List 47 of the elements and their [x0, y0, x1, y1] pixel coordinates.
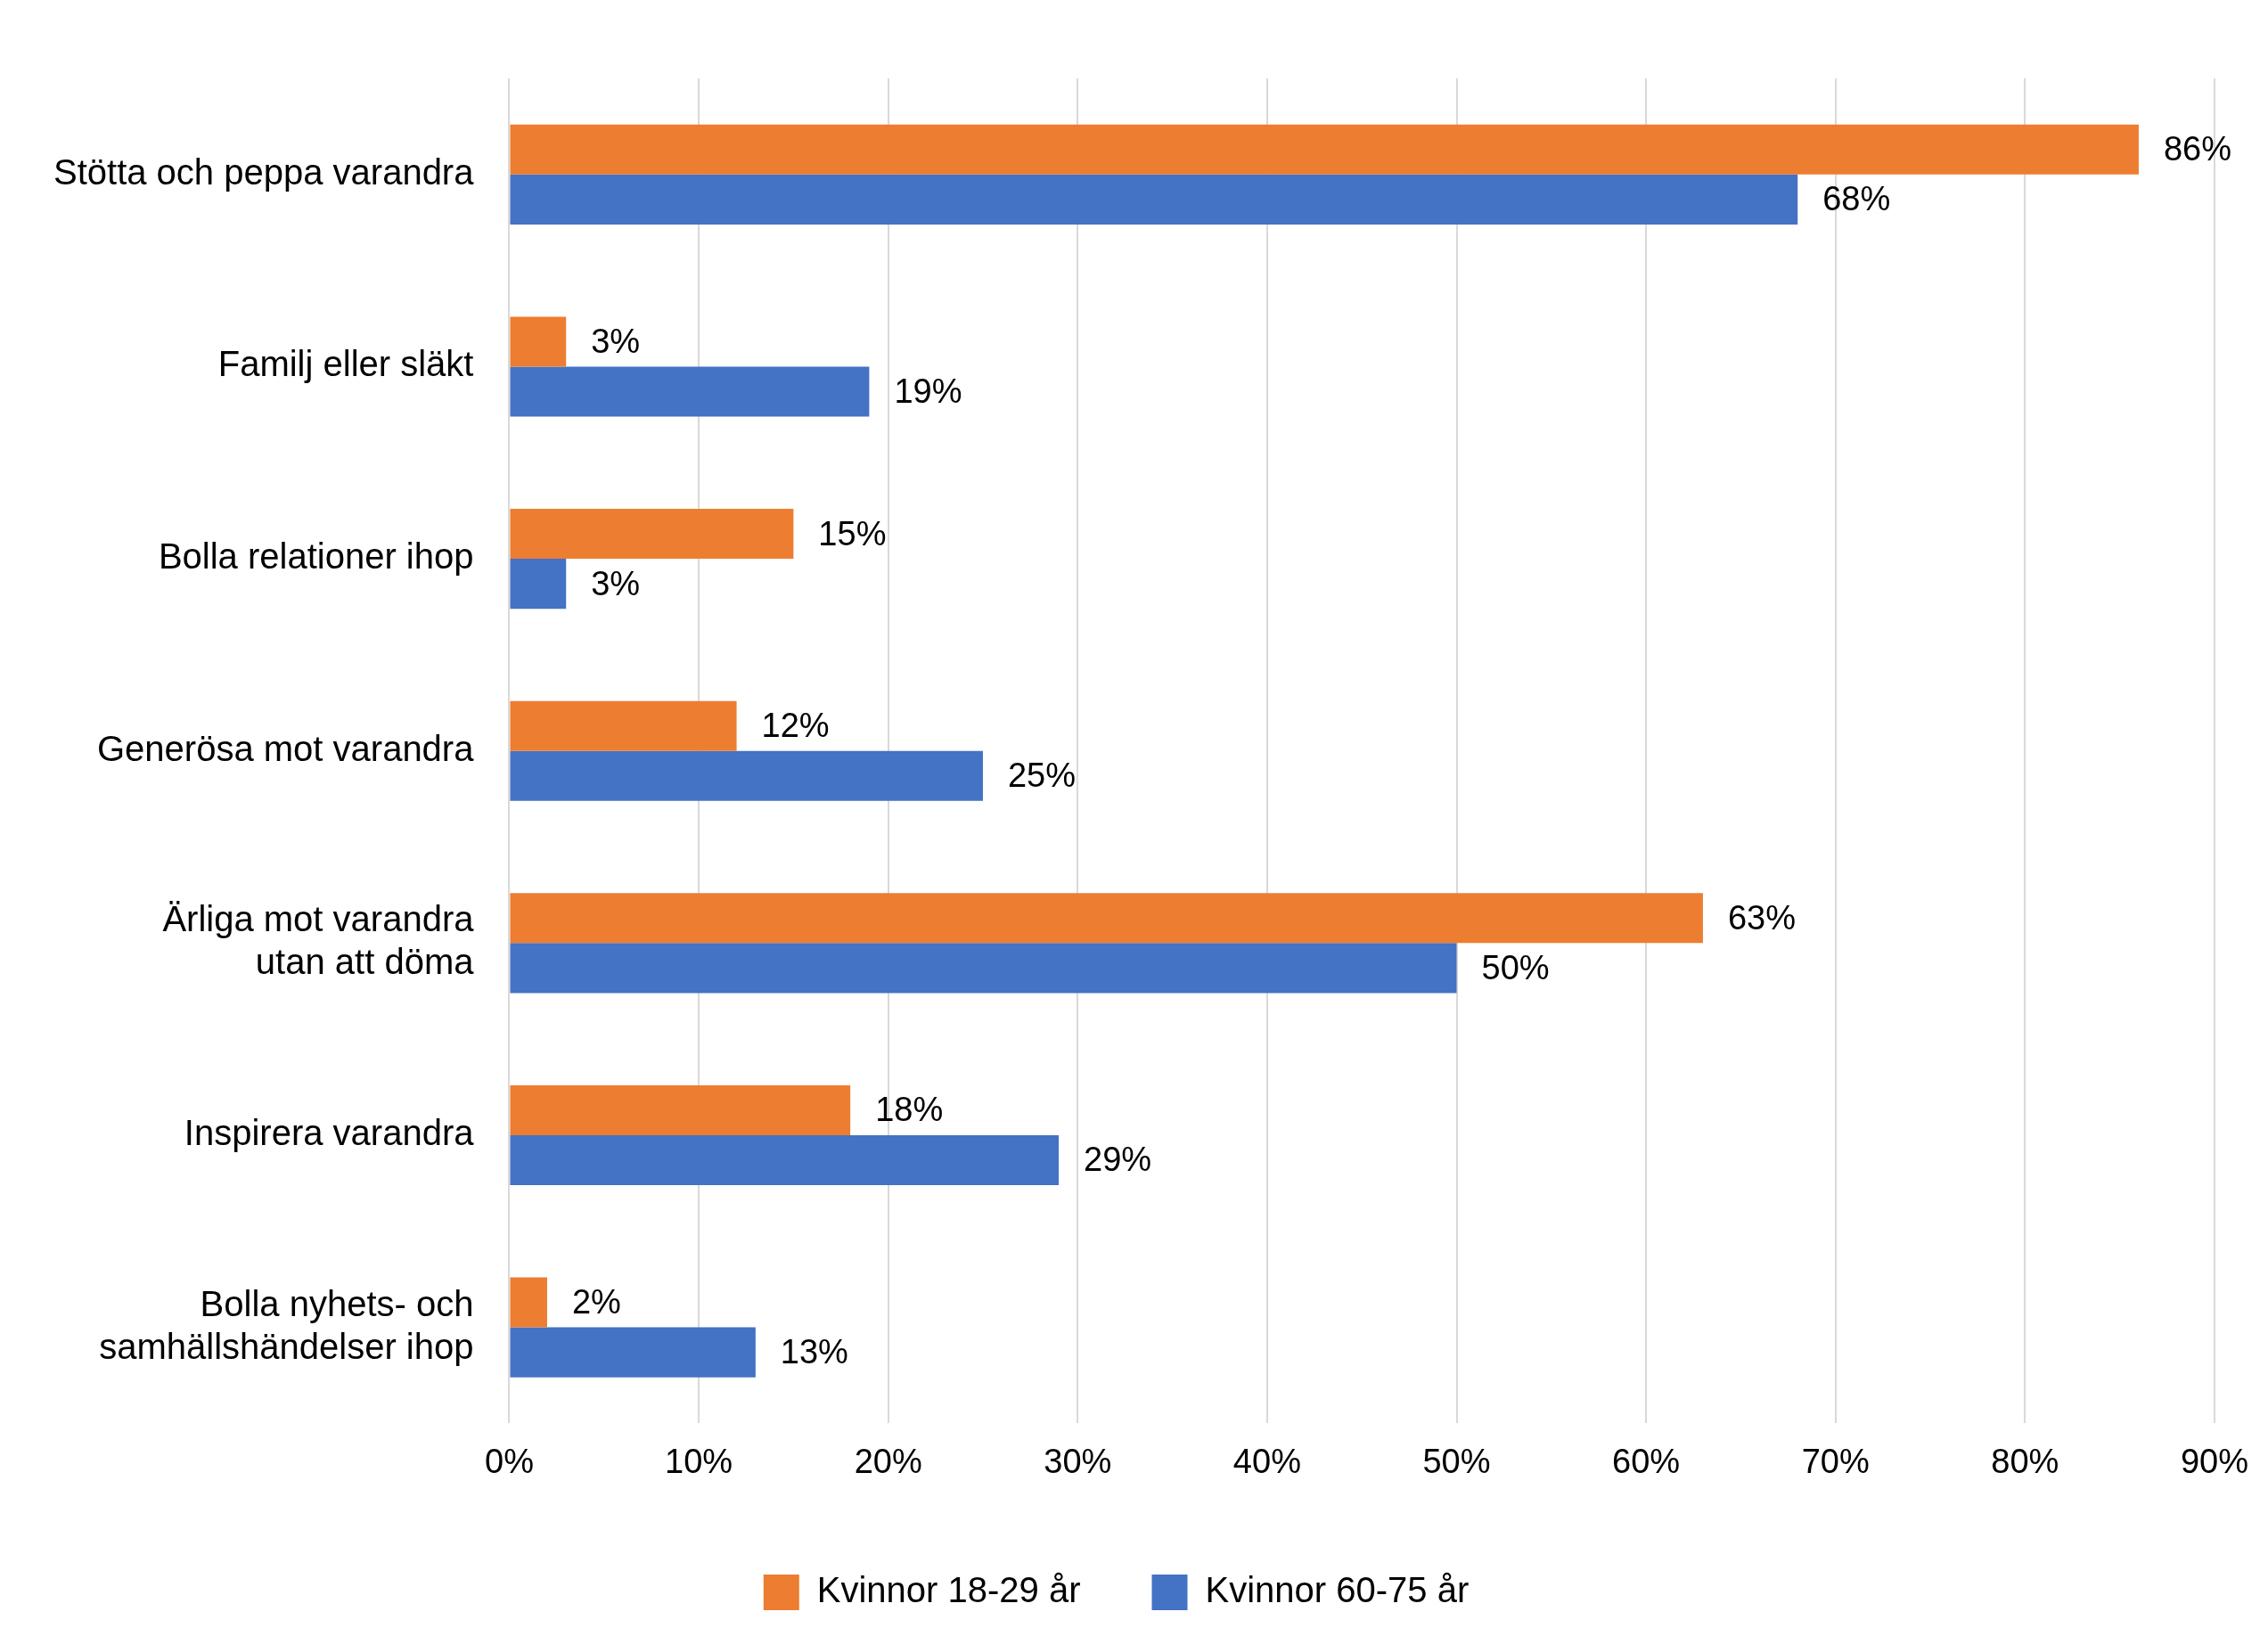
y-tick-label: Familj eller släkt [217, 344, 474, 384]
x-tick-label: 10% [665, 1442, 733, 1480]
y-tick-label: Stötta och peppa varandra [53, 151, 475, 192]
data-label: 25% [1007, 757, 1077, 795]
x-tick-label: 30% [1044, 1442, 1112, 1480]
x-tick-label: 90% [2180, 1442, 2248, 1480]
x-tick-label: 20% [854, 1442, 922, 1480]
bar [510, 1277, 547, 1328]
bar [510, 1084, 851, 1135]
bar [510, 1327, 756, 1378]
x-tick-label: 70% [1801, 1442, 1870, 1480]
bar [510, 893, 1703, 944]
data-label: 86% [2163, 130, 2231, 168]
bar [510, 700, 737, 751]
data-label: 13% [780, 1333, 848, 1371]
data-label: 29% [1084, 1141, 1152, 1179]
x-tick-label: 40% [1232, 1442, 1301, 1480]
data-label: 2% [571, 1283, 621, 1321]
bar [510, 559, 567, 609]
bar [510, 1134, 1060, 1186]
x-tick-label: 80% [1991, 1442, 2059, 1480]
y-tick-label: Generösa mot varandra [96, 728, 475, 768]
data-label: 12% [761, 707, 830, 745]
bar [510, 316, 567, 367]
bar [510, 750, 983, 801]
bar [510, 174, 1798, 225]
data-label: 19% [894, 372, 962, 410]
legend-label: Kvinnor 18-29 år [816, 1570, 1081, 1610]
legend-label: Kvinnor 60-75 år [1205, 1570, 1470, 1610]
x-tick-label: 50% [1422, 1442, 1491, 1480]
data-label: 3% [591, 564, 641, 602]
y-tick-label: Bolla nyhets- och samhällshändelser ihop [99, 1283, 474, 1366]
y-tick-label: Ärliga mot varandra utan att döma [162, 899, 475, 982]
data-label: 18% [875, 1091, 944, 1129]
data-label: 50% [1481, 948, 1550, 986]
data-label: 63% [1727, 898, 1796, 937]
data-label: 68% [1822, 180, 1891, 218]
x-tick-label: 0% [484, 1442, 534, 1480]
x-tick-label: 60% [1612, 1442, 1681, 1480]
bar [510, 509, 794, 560]
y-tick-label: Inspirera varandra [184, 1112, 475, 1152]
y-tick-label: Bolla relationer ihop [158, 536, 474, 577]
data-label: 3% [591, 322, 641, 360]
data-label: 15% [818, 514, 887, 552]
bar [510, 943, 1457, 994]
bar [510, 366, 870, 417]
bar [510, 124, 2139, 175]
